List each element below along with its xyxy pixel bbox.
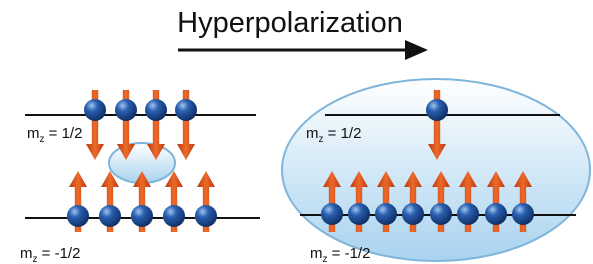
nucleus <box>67 205 89 227</box>
nucleus <box>115 99 137 121</box>
nucleus <box>512 203 534 225</box>
nucleus <box>321 203 343 225</box>
nucleus <box>175 99 197 121</box>
nucleus <box>163 205 185 227</box>
nucleus <box>195 205 217 227</box>
nucleus <box>145 99 167 121</box>
nucleus <box>348 203 370 225</box>
nucleus <box>375 203 397 225</box>
level-label: mz = -1/2 <box>310 245 370 264</box>
diagram: Hyperpolarization mz = 1/2 mz = -1/2 mz … <box>0 0 593 264</box>
page: Hyperpolarization mz = 1/2 mz = -1/2 mz … <box>0 0 593 264</box>
arrow-head <box>405 40 428 60</box>
nucleus <box>430 203 452 225</box>
nucleus <box>84 99 106 121</box>
nucleus <box>131 205 153 227</box>
nucleus <box>402 203 424 225</box>
title: Hyperpolarization <box>177 7 403 39</box>
nucleus <box>457 203 479 225</box>
level-label: mz = -1/2 <box>20 245 80 264</box>
nucleus <box>485 203 507 225</box>
nucleus <box>426 99 448 121</box>
level-label: mz = 1/2 <box>27 125 82 145</box>
nucleus <box>99 205 121 227</box>
